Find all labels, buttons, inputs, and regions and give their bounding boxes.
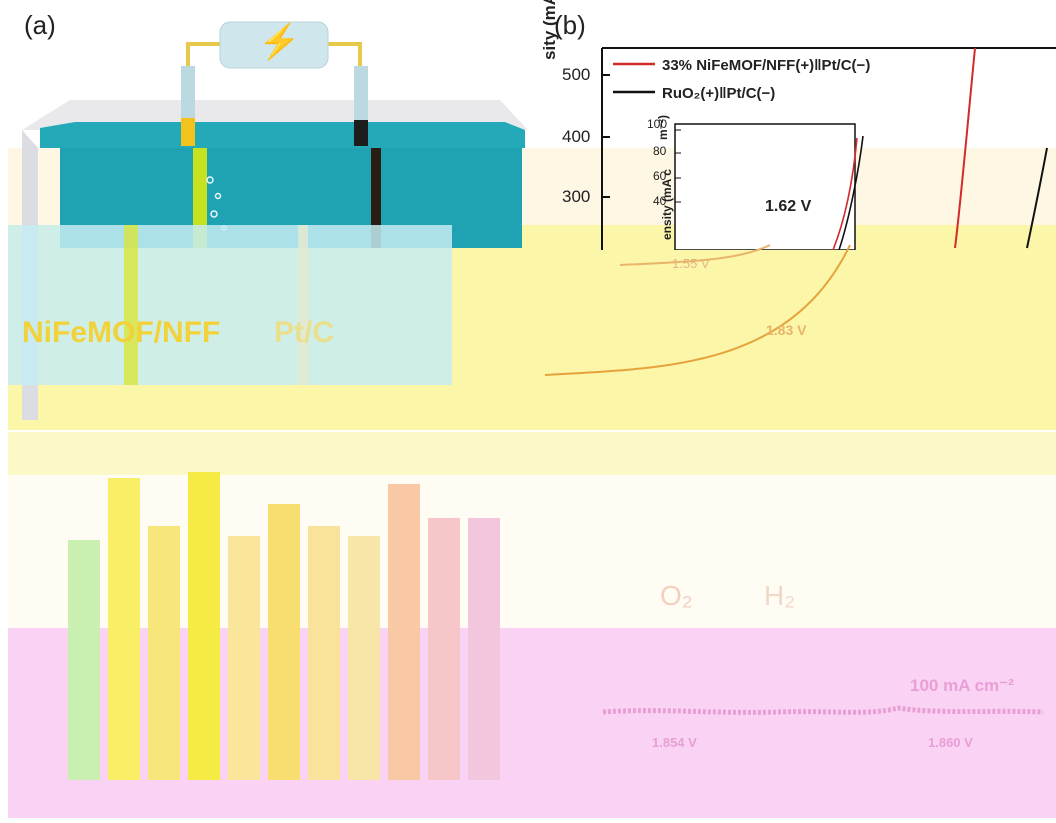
legend-label-nifemof: 33% NiFeMOF/NFF(+)‖Pt/C(−) bbox=[662, 57, 871, 74]
gas-label-h2: H₂ bbox=[764, 580, 796, 611]
panel-a-letter: (a) bbox=[24, 10, 56, 40]
corrupted-band-pink bbox=[8, 628, 1056, 818]
inset-tick-60: 60 bbox=[653, 169, 667, 183]
inset-tick-80: 80 bbox=[653, 144, 667, 158]
legend-label-ruo2: RuO₂(+)‖Pt/C(−) bbox=[662, 85, 776, 102]
y-tick-400: 400 bbox=[562, 127, 591, 146]
inset-annotation-1-62: 1.62 V bbox=[765, 198, 812, 215]
panel-b-letter: (b) bbox=[554, 10, 586, 40]
faded-bar-chart bbox=[68, 472, 500, 780]
inset-tick-100: 100 bbox=[647, 117, 668, 131]
lsv-chart bbox=[601, 47, 1056, 250]
anode-label: NiFeMOF/NFF bbox=[22, 316, 221, 349]
corrupted-band-cream-2 bbox=[8, 475, 1056, 630]
faded-stability-curve bbox=[602, 705, 1044, 715]
y-tick-500: 500 bbox=[562, 65, 591, 84]
y-axis-label: sity (mA cm⁻²) bbox=[540, 0, 559, 60]
electrolyzer-illustration bbox=[8, 21, 528, 420]
gas-label-o2: O₂ bbox=[660, 580, 693, 611]
cathode-label: Pt/C bbox=[274, 316, 334, 349]
stability-current-label: 100 mA cm⁻² bbox=[910, 676, 1014, 695]
faded-curve bbox=[544, 244, 851, 376]
inset-tick-40: 40 bbox=[653, 194, 667, 208]
y-tick-300: 300 bbox=[562, 187, 591, 206]
lightning-bolt-icon: ⚡ bbox=[258, 23, 301, 61]
faded-annotation-1-83: 1.83 V bbox=[766, 322, 807, 338]
stability-start-voltage: 1.854 V bbox=[652, 735, 697, 750]
stability-end-voltage: 1.860 V bbox=[928, 735, 973, 750]
